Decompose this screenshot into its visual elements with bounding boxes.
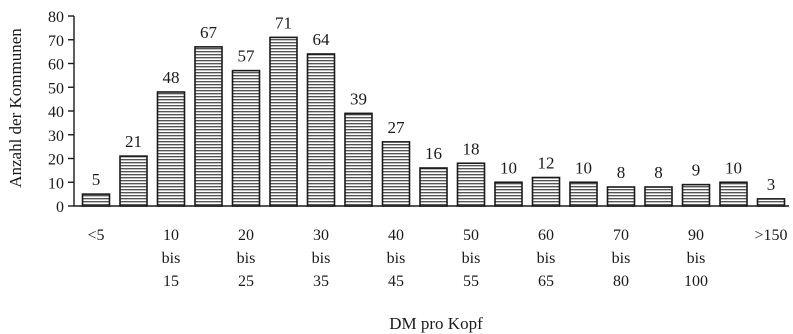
bar: [606, 186, 636, 207]
data-label: 64: [313, 30, 331, 49]
x-axis-title: DM pro Kopf: [389, 314, 483, 333]
x-tick-label: 50: [463, 227, 479, 244]
data-label: 5: [92, 170, 101, 189]
data-label: 16: [425, 144, 442, 163]
x-tick-label: 55: [463, 273, 479, 290]
y-tick-label: 80: [48, 9, 64, 26]
y-tick-label: 0: [56, 199, 64, 216]
y-tick-label: 40: [48, 104, 64, 121]
data-label: 10: [725, 158, 742, 177]
x-tick-label: bis: [237, 250, 256, 267]
bar: [644, 186, 673, 207]
x-tick-label: 60: [538, 227, 554, 244]
x-tick-label: 100: [684, 273, 708, 290]
x-tick-label: bis: [312, 250, 331, 267]
bar: [194, 46, 223, 207]
y-tick-label: 70: [48, 33, 64, 50]
bar: [419, 167, 448, 207]
y-tick-label: 20: [48, 152, 64, 169]
y-tick-label: 50: [48, 80, 64, 97]
bar: [456, 162, 486, 207]
x-axis-tick-labels: <5 10 bis 15 20 bis 25 30 bis 35 40 bis 45 50 bis 55 60 b…: [87, 227, 787, 290]
data-label: 8: [654, 163, 663, 182]
data-label: 21: [125, 132, 142, 151]
x-tick-label: 90: [688, 227, 704, 244]
data-label: 71: [275, 13, 292, 32]
y-axis-title: Anzahl der Kommunen: [6, 28, 25, 188]
x-tick-label: 70: [613, 227, 629, 244]
x-tick-label: 30: [313, 227, 329, 244]
data-labels: 5 21 48 67 57 71 64 39 27 16 18 10 12 10 8 8 9 10 3: [92, 13, 776, 194]
bar: [231, 69, 261, 207]
bar: [119, 155, 148, 207]
data-label: 3: [767, 175, 776, 194]
x-tick-label: 15: [163, 273, 179, 290]
data-label: 39: [350, 89, 367, 108]
data-label: 10: [575, 158, 592, 177]
bars: [81, 36, 786, 207]
data-label: 27: [388, 118, 406, 137]
bar: [306, 53, 336, 207]
x-tick-label: 45: [388, 273, 404, 290]
x-tick-label: 35: [313, 273, 329, 290]
data-label: 9: [692, 161, 701, 180]
bar: [344, 112, 373, 207]
x-tick-label: >150: [754, 227, 787, 244]
data-label: 48: [163, 68, 180, 87]
bar: [569, 181, 598, 207]
data-label: 8: [617, 163, 626, 182]
bar: [681, 183, 711, 207]
y-axis: 0 10 20 30 40 50 60 70 80: [48, 9, 789, 216]
bar: [381, 141, 411, 207]
bar: [719, 181, 748, 207]
y-tick-label: 30: [48, 128, 64, 145]
data-label: 67: [200, 23, 218, 42]
x-tick-label: <5: [87, 227, 104, 244]
bar: [494, 181, 523, 207]
bar: [531, 176, 561, 207]
bar: [156, 91, 186, 207]
x-tick-label: bis: [687, 250, 706, 267]
bar: [269, 36, 298, 207]
data-label: 12: [538, 154, 555, 173]
x-tick-label: bis: [387, 250, 406, 267]
bar: [81, 193, 111, 207]
x-tick-label: bis: [537, 250, 556, 267]
x-tick-label: bis: [462, 250, 481, 267]
data-label: 57: [238, 47, 256, 66]
x-tick-label: 40: [388, 227, 404, 244]
bar: [756, 198, 786, 207]
x-tick-label: 20: [238, 227, 254, 244]
x-tick-label: 10: [163, 227, 179, 244]
x-tick-label: bis: [612, 250, 631, 267]
data-label: 10: [500, 158, 517, 177]
y-tick-label: 10: [48, 175, 64, 192]
y-tick-label: 60: [48, 57, 64, 74]
x-tick-label: bis: [162, 250, 181, 267]
data-label: 18: [463, 139, 480, 158]
x-tick-label: 65: [538, 273, 554, 290]
x-tick-label: 80: [613, 273, 629, 290]
x-tick-label: 25: [238, 273, 254, 290]
